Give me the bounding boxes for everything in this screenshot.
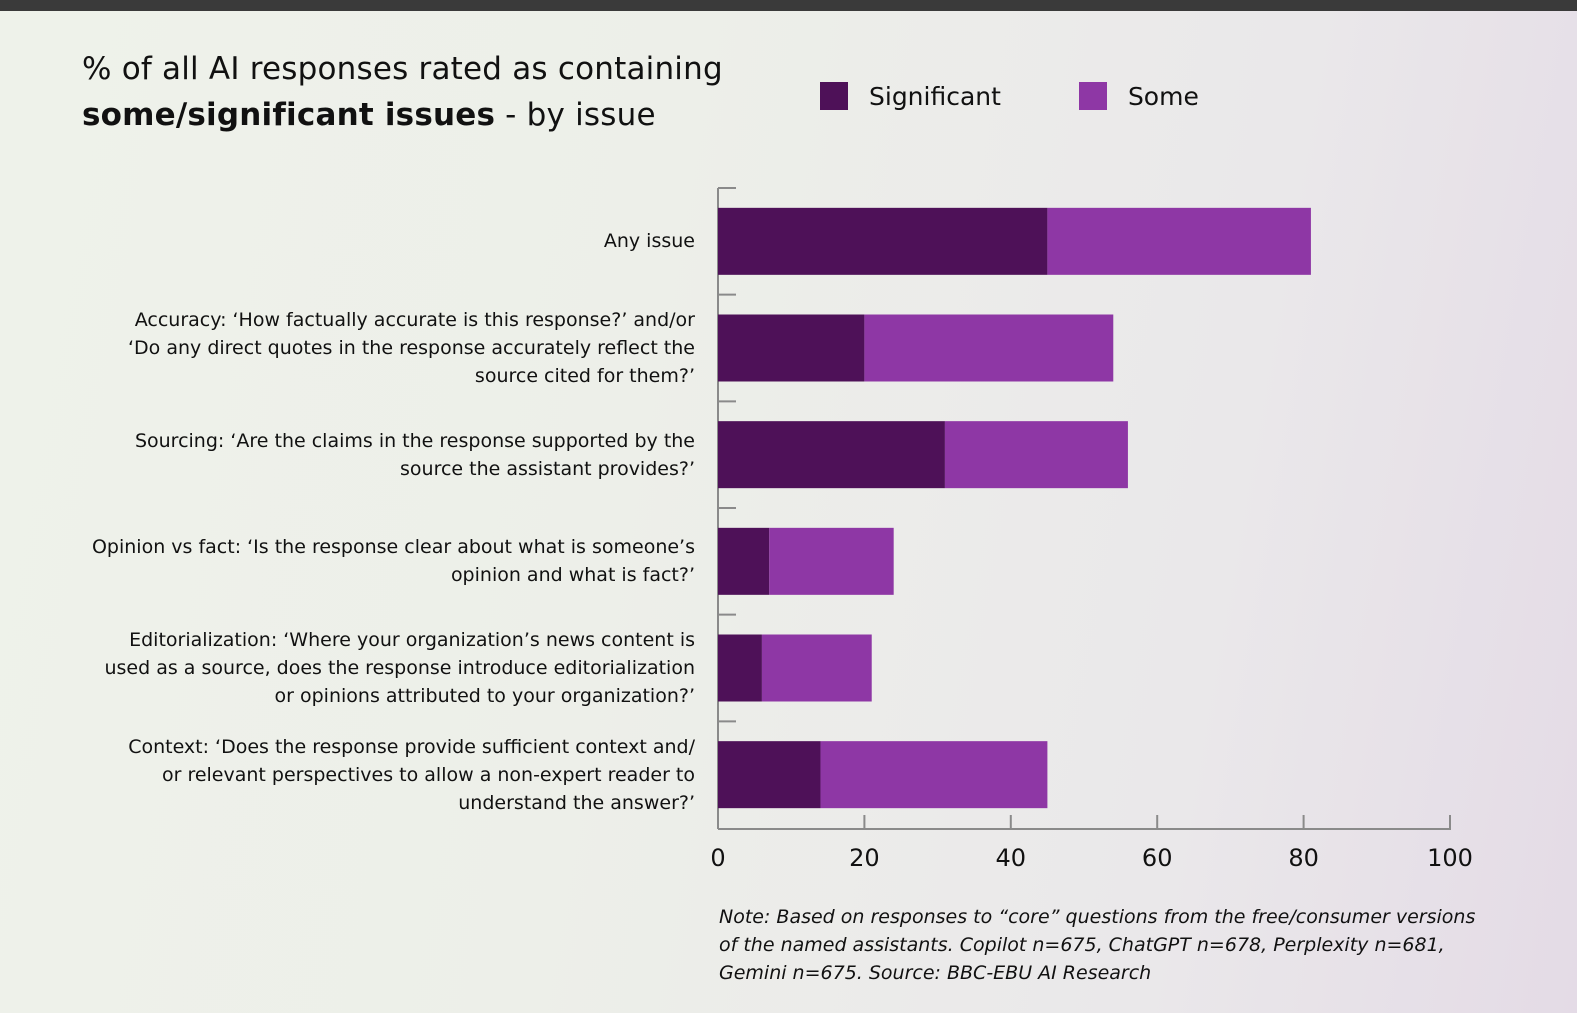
category-label-line: understand the answer?’: [458, 791, 695, 814]
legend-label-some: Some: [1127, 81, 1199, 111]
category-label-line: or opinions attributed to your organizat…: [274, 685, 695, 707]
chart-title-rest: - by issue: [495, 97, 656, 133]
bar-some: [944, 421, 1128, 489]
legend-swatch-significant: [820, 82, 848, 110]
category-label-line: opinion and what is fact?’: [450, 564, 695, 587]
x-tick-label: 80: [1288, 844, 1319, 872]
category-label-line: used as a source, does the response intr…: [104, 657, 695, 679]
category-label-line: Sourcing: ‘Are the claims in the respons…: [134, 429, 695, 452]
x-tick-label: 100: [1427, 844, 1473, 872]
legend-item-some: Some: [1078, 81, 1199, 111]
top-bar: [0, 0, 1577, 11]
category-label: Accuracy: ‘How factually accurate is thi…: [55, 306, 695, 390]
legend-item-significant: Significant: [820, 82, 1001, 111]
legend-label-significant: Significant: [869, 81, 1001, 111]
bar-some: [820, 741, 1048, 809]
bar-significant: [718, 527, 770, 595]
category-label: Sourcing: ‘Are the claims in the respons…: [55, 427, 695, 483]
category-label-line: Any issue: [603, 230, 695, 253]
bar-significant: [718, 314, 865, 382]
category-label: Opinion vs fact: ‘Is the response clear …: [55, 533, 695, 589]
bar-some: [769, 527, 894, 595]
category-label-line: source the assistant provides?’: [400, 457, 695, 480]
bar-significant: [718, 741, 821, 809]
category-label-line: source cited for them?’: [474, 365, 695, 387]
bar-significant: [718, 421, 945, 489]
legend: Significant Some: [820, 76, 1277, 116]
chart-note: Note: Based on responses to “core” quest…: [719, 906, 1476, 984]
category-label: Any issue: [55, 227, 695, 255]
bar-some: [761, 634, 872, 702]
bar-some: [1047, 207, 1311, 275]
x-tick-label: 40: [996, 844, 1027, 872]
x-tick-label: 60: [1142, 844, 1173, 872]
legend-swatch-some: [1078, 82, 1107, 110]
chart-title-line1: % of all AI responses rated as containin…: [82, 51, 723, 87]
category-label-line: ‘Do any direct quotes in the response ac…: [128, 337, 695, 359]
category-label-line: Accuracy: ‘How factually accurate is thi…: [134, 309, 695, 331]
bar-significant: [718, 634, 762, 702]
chart-title-bold: some/significant issues: [82, 97, 496, 133]
bar-some: [864, 314, 1114, 382]
category-label-line: Editorialization: ‘Where your organizati…: [129, 629, 695, 651]
bar-significant: [718, 207, 1048, 275]
chart-title-line2: some/significant issues - by issue: [82, 92, 723, 138]
chart-title: % of all AI responses rated as containin…: [82, 46, 723, 138]
x-tick-label: 0: [710, 844, 725, 872]
category-label: Editorialization: ‘Where your organizati…: [55, 626, 695, 710]
category-label-line: Context: ‘Does the response provide suff…: [128, 735, 695, 758]
category-label: Context: ‘Does the response provide suff…: [55, 733, 695, 817]
x-tick-label: 20: [849, 844, 880, 872]
category-label-line: or relevant perspectives to allow a non-…: [161, 763, 695, 786]
category-label-line: Opinion vs fact: ‘Is the response clear …: [91, 536, 695, 559]
